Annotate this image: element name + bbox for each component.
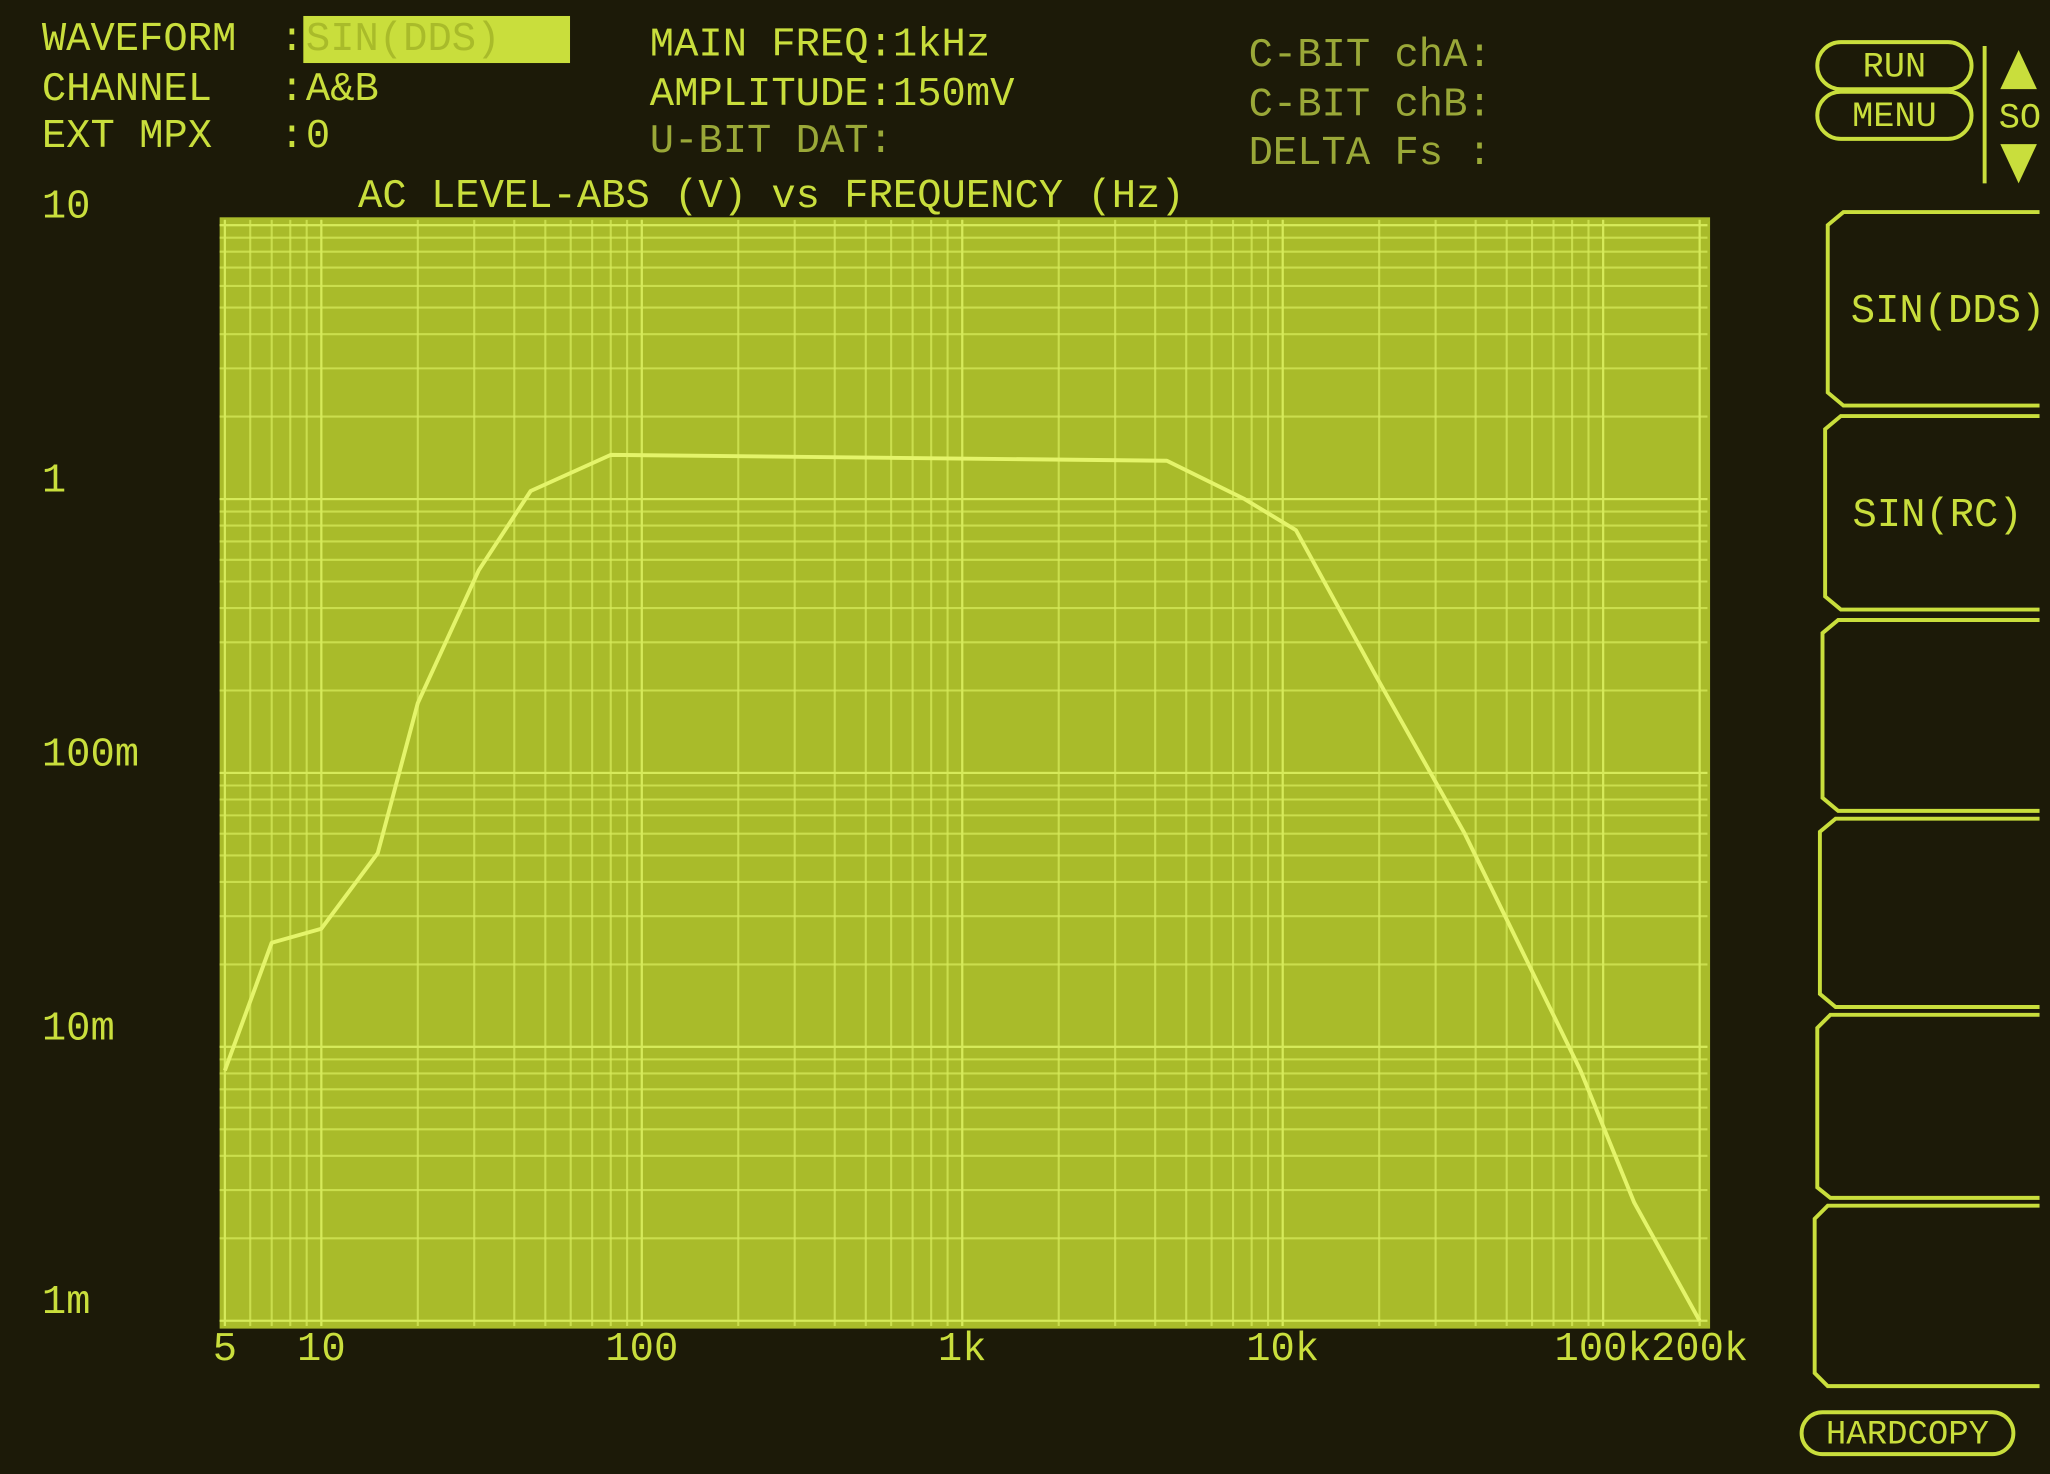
field-value: 0	[306, 114, 330, 160]
softkey[interactable]	[1823, 414, 2040, 612]
y-tick-label: 1	[42, 458, 66, 504]
softkeys	[1812, 210, 2040, 1389]
softkey-label: SIN(RC)	[1852, 493, 2022, 539]
y-tick-label: 100m	[42, 732, 139, 778]
run-button[interactable]	[1815, 40, 1974, 92]
down-arrow[interactable]	[2000, 144, 2037, 184]
run-label: RUN	[1863, 47, 1927, 87]
status: AMPLITUDE:150mV	[650, 72, 1015, 118]
field-label: EXT MPX	[42, 114, 212, 160]
x-tick-label: 1k	[938, 1327, 987, 1373]
x-tick-label: 200k	[1651, 1327, 1748, 1373]
softkey[interactable]	[1825, 210, 2040, 408]
highlight	[303, 15, 571, 64]
x-tick-label: 100	[605, 1327, 678, 1373]
hardcopy-label: HARDCOPY	[1826, 1416, 1989, 1454]
y-tick-label: 1m	[42, 1280, 91, 1326]
y-tick-label: 10	[42, 185, 91, 231]
chart-title: AC LEVEL-ABS (V) vs FREQUENCY (Hz)	[358, 174, 1185, 220]
menu-label: MENU	[1852, 97, 1937, 137]
field-label: CHANNEL	[42, 67, 212, 113]
y-tick-label: 10m	[42, 1006, 115, 1052]
menu-button[interactable]	[1815, 89, 1974, 141]
softkey[interactable]	[1817, 816, 2040, 1009]
field-colon: :	[280, 17, 304, 63]
status: U-BIT DAT:	[650, 119, 893, 165]
softkey[interactable]	[1812, 1203, 2040, 1389]
status: MAIN FREQ:1kHz	[650, 22, 990, 68]
x-tick-label: 5	[213, 1327, 237, 1373]
cbit: C-BIT chA:	[1249, 33, 1492, 79]
softkey[interactable]	[1815, 1012, 2040, 1200]
cbit: DELTA Fs :	[1249, 131, 1492, 177]
x-tick-label: 100k	[1555, 1327, 1652, 1373]
grid	[219, 219, 1708, 1326]
softkey[interactable]	[1820, 618, 2040, 813]
side-label: SO	[1999, 98, 2041, 138]
field-colon: :	[280, 67, 304, 113]
field-value: SIN(DDS)	[306, 17, 501, 63]
up-arrow[interactable]	[2000, 49, 2037, 90]
hardcopy-button[interactable]	[1799, 1410, 2016, 1457]
field-value: A&B	[306, 67, 379, 113]
cbit: C-BIT chB:	[1249, 83, 1492, 129]
field-label: WAVEFORM	[42, 17, 237, 63]
curve	[223, 452, 1702, 1322]
softkey-label: SIN(DDS)	[1851, 289, 2046, 335]
x-tick-label: 10	[297, 1327, 346, 1373]
field-colon: :	[280, 114, 304, 160]
x-tick-label: 10k	[1246, 1327, 1319, 1373]
